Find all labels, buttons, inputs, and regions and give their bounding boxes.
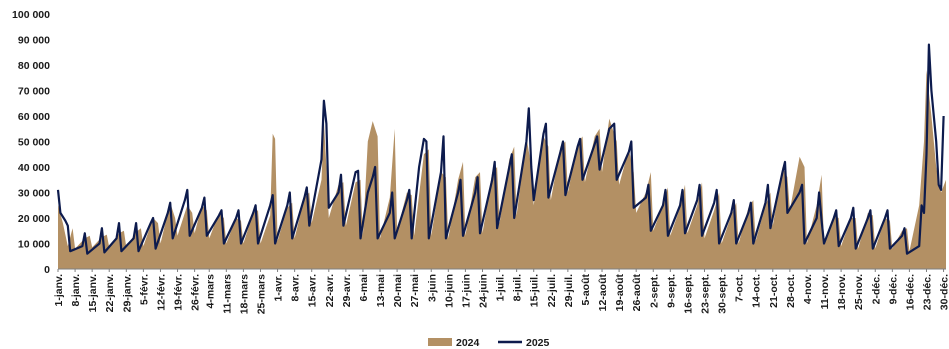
x-axis-labels: 1-janv. 8-janv. 15-janv. 22-janv. 29-janv. 5-… — [53, 273, 949, 314]
x-tick-label: 13-mai — [375, 274, 387, 307]
x-tick-label: 9-déc. — [887, 274, 899, 304]
x-tick-label: 23-sept. — [699, 274, 711, 314]
x-tick-label: 11-nov. — [819, 274, 831, 309]
x-tick-label: 2-déc. — [870, 274, 882, 304]
x-tick-label: 9-sept. — [665, 274, 677, 308]
y-tick-label: 100 000 — [12, 9, 50, 21]
y-tick-label: 10 000 — [18, 239, 50, 251]
x-tick-label: 3-juin — [426, 274, 438, 302]
x-tick-label: 6-mai — [358, 274, 370, 302]
x-tick-label: 26-août — [631, 274, 643, 312]
x-tick-label: 15-avr. — [307, 274, 319, 307]
x-tick-label: 1-janv. — [53, 274, 65, 307]
x-tick-label: 15-janv. — [87, 274, 99, 312]
x-tick-label: 14-oct. — [751, 274, 763, 308]
x-tick-label: 8-janv. — [70, 274, 82, 307]
x-tick-label: 5-août — [580, 273, 592, 305]
x-tick-label: 22-avr. — [324, 274, 336, 307]
x-tick-label: 19-août — [614, 274, 626, 312]
x-tick-label: 26-févr. — [190, 274, 202, 311]
legend-swatch-2024 — [428, 338, 452, 346]
legend-label-2024: 2024 — [456, 337, 480, 349]
x-tick-label: 8-juil. — [512, 274, 524, 302]
y-tick-label: 0 — [44, 264, 50, 276]
x-tick-label: 16-déc. — [904, 274, 916, 310]
plot-marks — [56, 43, 946, 269]
x-tick-label: 29-juil. — [563, 274, 575, 307]
x-tick-label: 16-sept. — [682, 274, 694, 314]
x-tick-label: 28-oct. — [785, 274, 797, 308]
y-tick-label: 70 000 — [18, 86, 50, 98]
x-tick-label: 11-mars — [221, 274, 233, 314]
x-tick-label: 8-avr. — [290, 274, 302, 302]
x-tick-label: 25-nov. — [853, 274, 865, 310]
x-tick-label: 10-juin — [443, 274, 455, 308]
x-tick-label: 18-nov. — [836, 274, 848, 310]
y-tick-label: 20 000 — [18, 213, 50, 225]
y-tick-label: 50 000 — [18, 137, 50, 149]
x-tick-label: 20-mai — [392, 274, 404, 307]
y-tick-label: 90 000 — [18, 35, 50, 47]
x-tick-label: 1-avr. — [273, 274, 285, 302]
x-tick-label: 1-juil. — [495, 274, 507, 302]
x-tick-label: 30-sept. — [717, 274, 729, 314]
legend-label-2025: 2025 — [526, 337, 550, 349]
x-tick-label: 7-oct. — [734, 274, 746, 302]
x-tick-label: 4-mars — [204, 274, 216, 309]
x-tick-label: 18-mars — [238, 274, 250, 314]
x-tick-label: 21-oct. — [768, 274, 780, 308]
x-tick-label: 17-juin — [460, 274, 472, 308]
legend: 2024 2025 — [428, 337, 550, 349]
x-tick-label: 19-févr. — [173, 274, 185, 311]
x-tick-label: 22-juil. — [546, 274, 558, 307]
y-axis-labels: 0 10 000 20 000 30 000 40 000 50 000 60 000 70 … — [12, 9, 50, 276]
x-tick-label: 5-févr. — [138, 274, 150, 305]
x-tick-label: 29-janv. — [121, 274, 133, 312]
x-tick-label: 27-mai — [409, 274, 421, 307]
series-2025-line — [56, 43, 945, 255]
x-tick-label: 12-août — [597, 274, 609, 312]
x-tick-label: 2-sept. — [648, 274, 660, 308]
y-tick-label: 80 000 — [18, 60, 50, 72]
x-tick-label: 22-janv. — [104, 274, 116, 312]
x-tick-label: 12-févr. — [155, 274, 167, 311]
x-tick-label: 25-mars — [255, 274, 267, 314]
x-tick-label: 24-juin — [477, 274, 489, 308]
x-tick-label: 23-déc. — [921, 274, 933, 310]
x-tick-label: 15-juil. — [529, 274, 541, 307]
x-tick-label: 30-déc. — [939, 274, 949, 310]
x-tick-label: 29-avr. — [341, 274, 353, 307]
series-2024-area — [58, 70, 946, 269]
x-tick-label: 4-nov. — [802, 274, 814, 304]
axis-lines — [57, 268, 946, 272]
y-tick-label: 30 000 — [18, 188, 50, 200]
y-tick-label: 60 000 — [18, 111, 50, 123]
y-tick-label: 40 000 — [18, 162, 50, 174]
